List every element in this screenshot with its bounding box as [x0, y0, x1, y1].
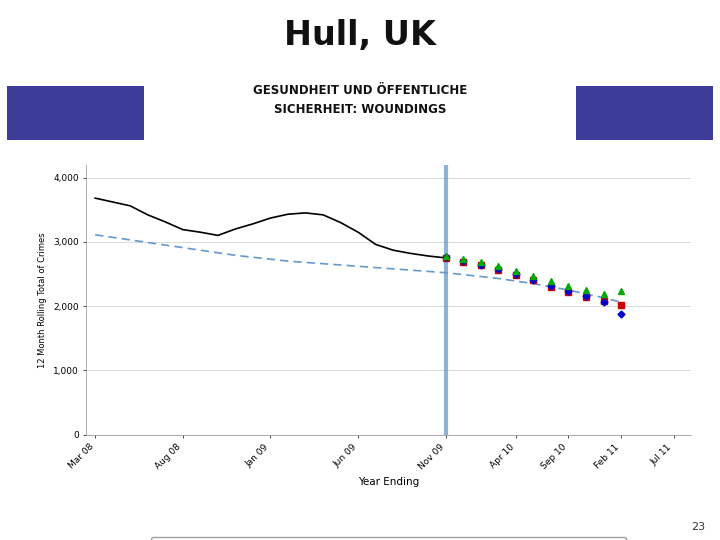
Text: Hull, UK: Hull, UK	[284, 19, 436, 52]
Text: 23: 23	[691, 522, 706, 532]
Text: GESUNDHEIT UND ÖFFENTLICHE
SICHERHEIT: WOUNDINGS: GESUNDHEIT UND ÖFFENTLICHE SICHERHEIT: W…	[253, 84, 467, 116]
Y-axis label: 12 Month Rolling Total of Crimes: 12 Month Rolling Total of Crimes	[38, 232, 48, 368]
X-axis label: Year Ending: Year Ending	[358, 477, 420, 487]
Legend: Actuals, Trends Based on Last:, 3 data points, 6 data points, 12 data points, MS: Actuals, Trends Based on Last:, 3 data p…	[151, 537, 626, 540]
